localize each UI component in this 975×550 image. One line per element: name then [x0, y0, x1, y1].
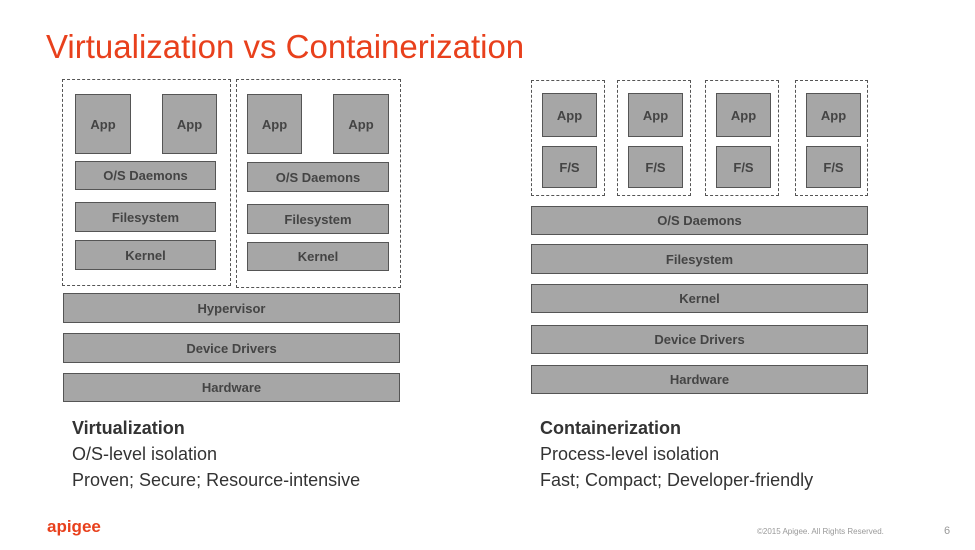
vm-app: App: [75, 94, 131, 154]
vm-os-daemons: O/S Daemons: [247, 162, 389, 192]
filesystem-layer: Filesystem: [531, 244, 868, 274]
caption-heading: Containerization: [540, 418, 682, 438]
container-app: App: [542, 93, 597, 137]
caption-line: O/S-level isolation: [72, 444, 218, 464]
container-fs: F/S: [806, 146, 861, 188]
container-fs: F/S: [542, 146, 597, 188]
slide-title: Virtualization vs Containerization: [46, 28, 525, 65]
vm-app: App: [162, 94, 217, 154]
vm-boundary: [62, 79, 231, 286]
kernel-layer: Kernel: [531, 284, 868, 313]
virtualization-caption: Virtualization O/S-level isolation Prove…: [72, 415, 360, 493]
hardware-layer: Hardware: [63, 373, 400, 402]
copyright: ©2015 Apigee. All Rights Reserved.: [757, 527, 884, 536]
vm-filesystem: Filesystem: [247, 204, 389, 234]
caption-line: Fast; Compact; Developer-friendly: [540, 470, 814, 490]
container-boundary: [531, 80, 605, 196]
hypervisor-layer: Hypervisor: [63, 293, 400, 323]
vm-kernel: Kernel: [75, 240, 216, 270]
os-daemons-layer: O/S Daemons: [531, 206, 868, 235]
vm-app: App: [247, 94, 302, 154]
containerization-caption: Containerization Process-level isolation…: [540, 415, 813, 493]
container-app: App: [628, 93, 683, 137]
vm-os-daemons: O/S Daemons: [75, 161, 216, 190]
container-boundary: [795, 80, 868, 196]
apigee-logo: apigee: [47, 517, 101, 536]
caption-heading: Virtualization: [72, 418, 185, 438]
caption-line: Proven; Secure; Resource-intensive: [72, 470, 361, 490]
container-app: App: [806, 93, 861, 137]
caption-line: Process-level isolation: [540, 444, 720, 464]
container-app: App: [716, 93, 771, 137]
vm-boundary: [236, 79, 401, 288]
container-boundary: [705, 80, 779, 196]
container-boundary: [617, 80, 691, 196]
vm-kernel: Kernel: [247, 242, 389, 271]
container-fs: F/S: [628, 146, 683, 188]
vm-app: App: [333, 94, 389, 154]
vm-filesystem: Filesystem: [75, 202, 216, 232]
container-fs: F/S: [716, 146, 771, 188]
device-drivers-layer: Device Drivers: [531, 325, 868, 354]
device-drivers-layer: Device Drivers: [63, 333, 400, 363]
hardware-layer: Hardware: [531, 365, 868, 394]
page-number: 6: [944, 525, 951, 537]
